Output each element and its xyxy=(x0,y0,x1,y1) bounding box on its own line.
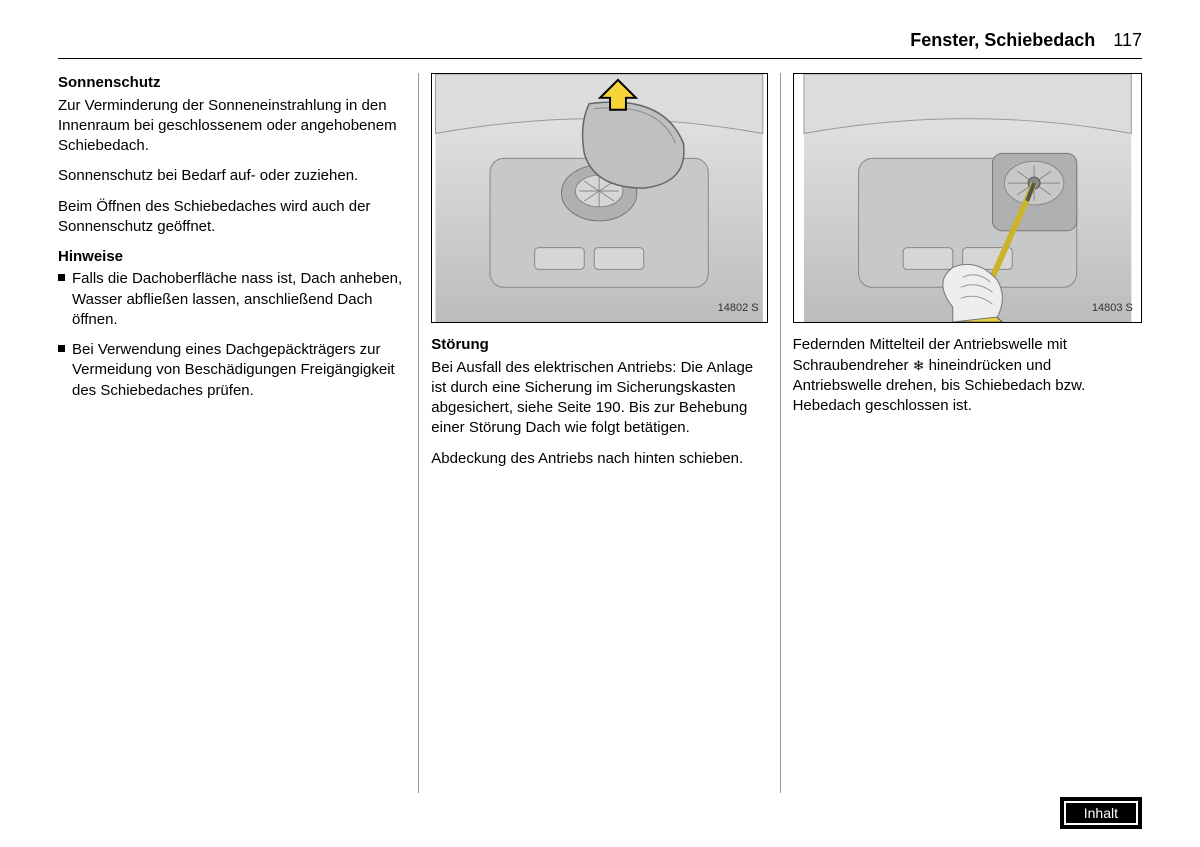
p-sonnenschutz-1: Zur Verminderung der Sonneneinstrahlung … xyxy=(58,96,406,157)
p-sonnenschutz-3: Beim Öffnen des Schiebedaches wird auch … xyxy=(58,197,406,238)
hinweise-list: Falls die Dachoberfläche nass ist, Dach … xyxy=(58,269,406,401)
heading-hinweise: Hinweise xyxy=(58,247,406,267)
figure-label: 14803 S xyxy=(1092,301,1133,316)
p-screwdriver: Federnden Mittelteil der Antriebswelle m… xyxy=(793,335,1142,416)
p-stoerung-2: Abdeckung des Antriebs nach hinten schie… xyxy=(431,449,767,469)
content-columns: Sonnenschutz Zur Verminderung der Sonnen… xyxy=(58,73,1142,793)
column-1: Sonnenschutz Zur Verminderung der Sonnen… xyxy=(58,73,419,793)
page-number: 117 xyxy=(1113,28,1142,52)
column-3: 14803 S Federnden Mittelteil der Antrieb… xyxy=(781,73,1142,793)
p-stoerung-1: Bei Ausfall des elektrischen Antriebs: D… xyxy=(431,358,767,439)
figure-cover-remove: 14802 S xyxy=(431,73,767,323)
snowflake-icon: ❄ xyxy=(913,357,925,373)
contents-button[interactable]: Inhalt xyxy=(1060,797,1142,829)
p-sonnenschutz-2: Sonnenschutz bei Bedarf auf- oder zuzieh… xyxy=(58,166,406,186)
section-title: Fenster, Schiebedach xyxy=(910,28,1095,52)
illustration-screwdriver xyxy=(794,74,1141,322)
figure-screwdriver: 14803 S xyxy=(793,73,1142,323)
heading-sonnenschutz: Sonnenschutz xyxy=(58,73,406,93)
list-item: Bei Verwendung eines Dachgepäckträgers z… xyxy=(58,340,406,401)
list-item: Falls die Dachoberfläche nass ist, Dach … xyxy=(58,269,406,330)
column-2: 14802 S Störung Bei Ausfall des elektris… xyxy=(419,73,780,793)
page-header: Fenster, Schiebedach 117 xyxy=(58,28,1142,59)
figure-label: 14802 S xyxy=(718,301,759,316)
illustration-cover xyxy=(432,74,766,322)
heading-stoerung: Störung xyxy=(431,335,767,355)
manual-page: Fenster, Schiebedach 117 Sonnenschutz Zu… xyxy=(0,0,1200,847)
